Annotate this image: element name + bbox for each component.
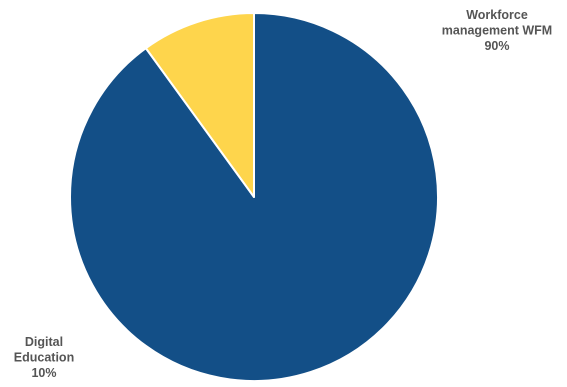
slice-name-label: Digital [25,335,63,349]
slice-name-label: Workforce [466,8,528,22]
slice-percent-label: 90% [484,39,509,53]
slice-percent-label: 10% [31,366,56,380]
slice-name-label: Education [14,351,74,365]
pie-slice-digital-education [144,12,255,198]
slice-name-label: management WFM [442,24,552,38]
